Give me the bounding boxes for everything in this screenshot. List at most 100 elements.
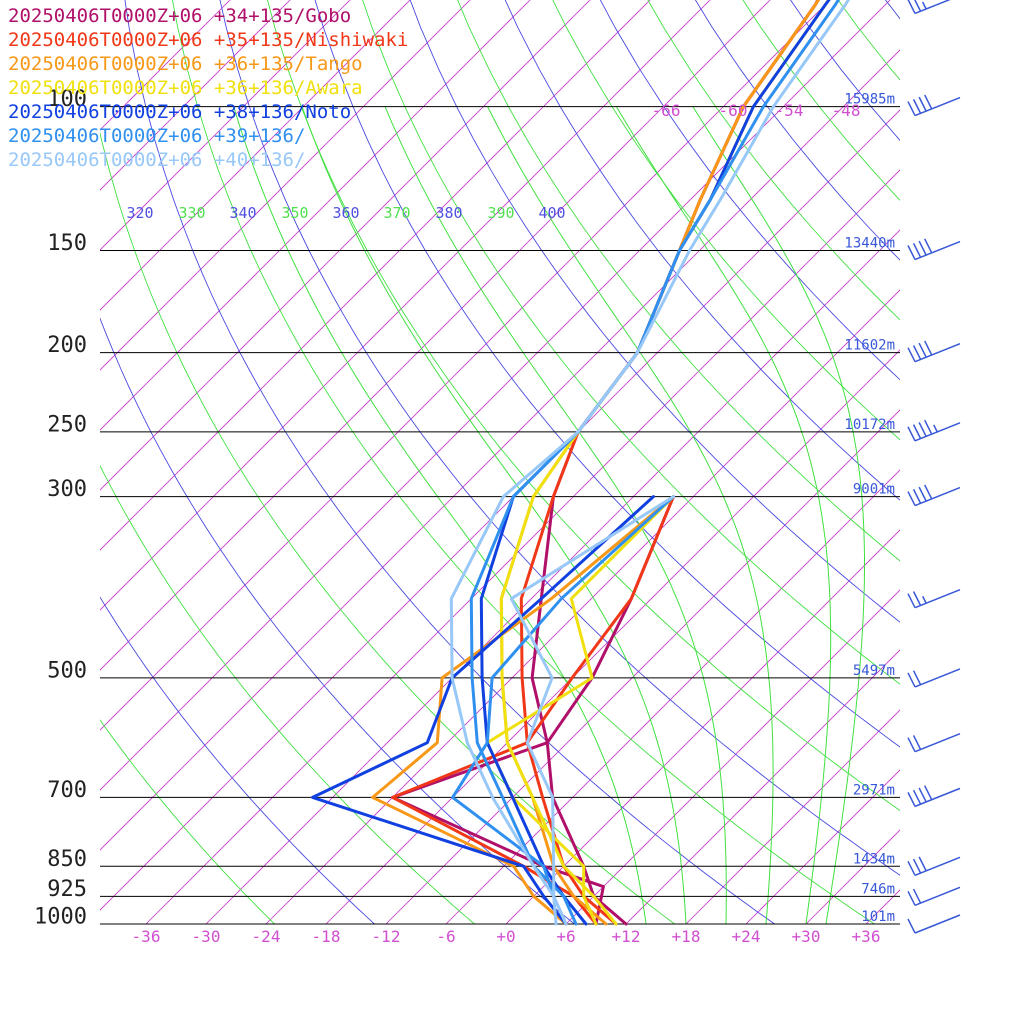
wind-barb-flag [907, 792, 916, 807]
theta-label: 370 [383, 204, 410, 222]
wind-barb-flag [907, 737, 916, 752]
wind-barb [907, 419, 961, 442]
wind-barb-flag [918, 342, 927, 358]
x-tick-label: -6 [436, 927, 455, 946]
pressure-label: 925 [47, 877, 87, 902]
wind-barb-shaft [914, 856, 961, 877]
x-tick-label: +30 [792, 927, 821, 946]
dry-adiabat-line [100, 464, 475, 925]
temperature-profile [449, 0, 851, 926]
legend: 20250406T0000Z+06 +34+135/Gobo20250406T0… [8, 5, 408, 171]
dry-adiabat-line [409, 0, 900, 623]
dry-adiabat-line [694, 0, 900, 261]
wind-barb-flag [912, 345, 922, 360]
wind-barb-flag [912, 591, 922, 606]
x-tick-label: +0 [496, 927, 515, 946]
x-tick-label: +18 [672, 927, 701, 946]
wind-barb-flag [907, 491, 916, 506]
moist-adiabat-line [692, 106, 865, 925]
isotherm-line [685, 709, 900, 925]
wind-barb [907, 732, 961, 753]
wind-barb [907, 0, 951, 15]
theta-label: 330 [178, 204, 205, 222]
temperature-profile [530, 0, 820, 926]
pressure-label: 200 [47, 333, 87, 358]
height-label: 5497m [853, 663, 895, 679]
dry-adiabat-line [267, 0, 900, 812]
dry-adiabat-line [742, 0, 900, 201]
wind-barb-flag [912, 99, 922, 114]
wind-barb-flag [907, 426, 916, 442]
theta-label: 380 [435, 204, 462, 222]
wind-barb [907, 886, 961, 907]
wind-barb [907, 785, 961, 808]
wind-barb-flag [912, 242, 922, 258]
pressure-label: 850 [47, 847, 87, 872]
wind-barb-flag [907, 593, 916, 609]
wind-barb [907, 484, 961, 507]
isotherm-line [926, 0, 1024, 924]
moist-adiabat-line [615, 106, 832, 925]
wind-barb-flag [907, 918, 916, 934]
x-tick-label: -12 [372, 927, 401, 946]
wind-barb-flag [918, 486, 927, 502]
wind-barb-flag [933, 424, 938, 433]
wind-barb-flag [907, 0, 916, 14]
wind-barb-flag [912, 789, 922, 805]
wind-barb-flag [907, 347, 916, 362]
legend-entry: 20250406T0000Z+06 +35+135/Nishiwaki [8, 29, 408, 51]
dewpoint-profile [509, 495, 675, 926]
wind-barb-flag [912, 888, 922, 904]
pressure-label: 500 [47, 658, 87, 683]
sounding-profiles [311, 0, 851, 926]
wind-barb-flag [918, 96, 927, 112]
theta-label: 320 [126, 204, 153, 222]
isotherm-label: -54 [775, 101, 804, 120]
wind-barb [907, 94, 961, 117]
isotherm-line [445, 469, 900, 925]
isotherm-line [986, 0, 1024, 924]
wind-barb [907, 856, 961, 877]
wind-barb [907, 668, 961, 688]
wind-barb [907, 589, 961, 609]
wind-barb-flag [924, 484, 933, 500]
wind-barb-flag [924, 419, 933, 435]
wind-barb-flag [924, 340, 933, 356]
wind-barb-shaft [914, 422, 961, 442]
dewpoint-profile [311, 495, 655, 926]
wind-barb-flag [907, 860, 916, 876]
x-tick-label: +36 [852, 927, 881, 946]
theta-label: 360 [332, 204, 359, 222]
height-label: 101m [861, 909, 895, 925]
wind-barb-shaft [914, 732, 961, 753]
wind-barb [907, 238, 961, 261]
pressure-label: 150 [47, 231, 87, 256]
pressure-label: 300 [47, 477, 87, 502]
height-label: 2971m [853, 782, 895, 798]
wind-barb-flag [907, 672, 916, 688]
dewpoint-profile [371, 495, 675, 926]
x-tick-label: +24 [732, 927, 761, 946]
wind-barb-flag [914, 0, 922, 12]
pressure-label: 250 [47, 412, 87, 437]
wind-barb-shaft [914, 486, 961, 507]
height-label: 15985m [844, 92, 895, 108]
wind-barb-flag [912, 670, 922, 686]
wind-barb-flag [907, 890, 916, 906]
height-label: 746m [861, 881, 895, 897]
isotherm-line [385, 409, 900, 925]
dry-adiabat-line [599, 0, 900, 381]
legend-entry: 20250406T0000Z+06 +40+136/ [8, 149, 305, 171]
isotherm-line [805, 829, 900, 925]
wind-barb-flag [918, 856, 927, 872]
legend-entry: 20250406T0000Z+06 +39+136/ [8, 125, 305, 147]
theta-label: 390 [487, 204, 514, 222]
height-label: 9001m [853, 482, 895, 498]
pressure-label: 100 [47, 87, 87, 112]
isotherm-label: -66 [652, 101, 681, 120]
x-tick-label: -24 [252, 927, 281, 946]
isotherm-line [625, 649, 900, 925]
legend-entry: 20250406T0000Z+06 +38+136/Noto [8, 101, 351, 123]
wind-barb-shaft [914, 342, 961, 363]
